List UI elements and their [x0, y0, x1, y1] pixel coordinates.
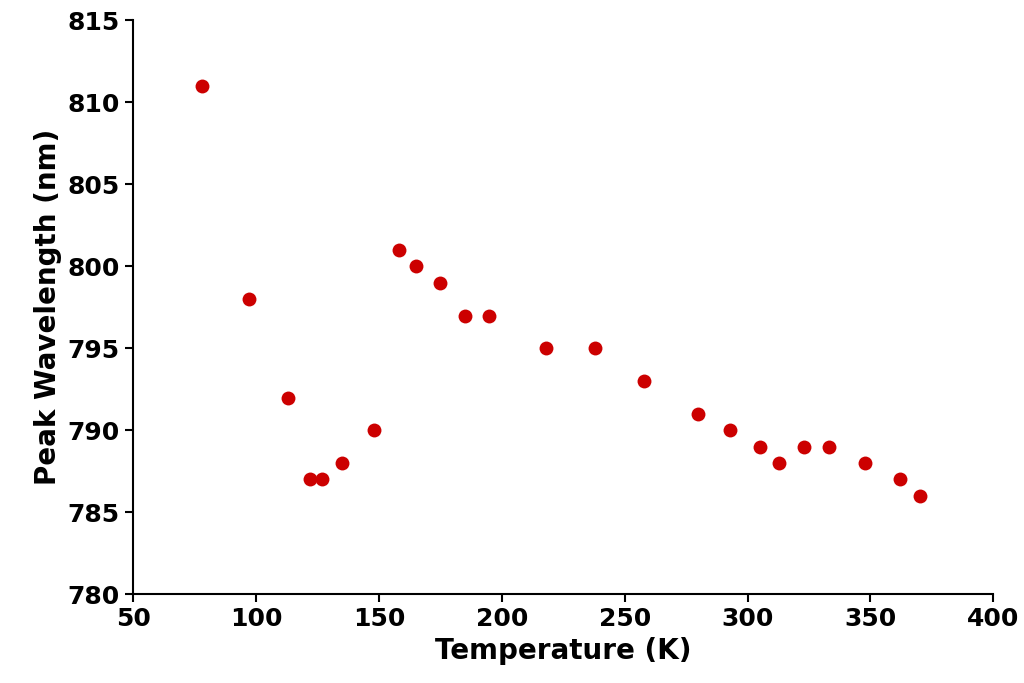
Point: [587, 343, 603, 354]
Point: [481, 310, 498, 321]
Point: [194, 81, 210, 92]
Point: [636, 376, 652, 387]
Point: [722, 425, 738, 436]
Point: [892, 474, 908, 485]
Point: [796, 441, 812, 452]
Point: [771, 458, 787, 469]
Point: [314, 474, 331, 485]
Point: [390, 245, 407, 255]
X-axis label: Temperature (K): Temperature (K): [435, 637, 691, 665]
Y-axis label: Peak Wavelength (nm): Peak Wavelength (nm): [34, 129, 62, 486]
Point: [280, 392, 296, 403]
Point: [457, 310, 473, 321]
Point: [432, 277, 449, 288]
Point: [241, 294, 257, 305]
Point: [857, 458, 873, 469]
Point: [690, 408, 707, 419]
Point: [408, 261, 424, 272]
Point: [538, 343, 554, 354]
Point: [366, 425, 382, 436]
Point: [752, 441, 768, 452]
Point: [820, 441, 837, 452]
Point: [302, 474, 318, 485]
Point: [911, 490, 928, 501]
Point: [334, 458, 350, 469]
